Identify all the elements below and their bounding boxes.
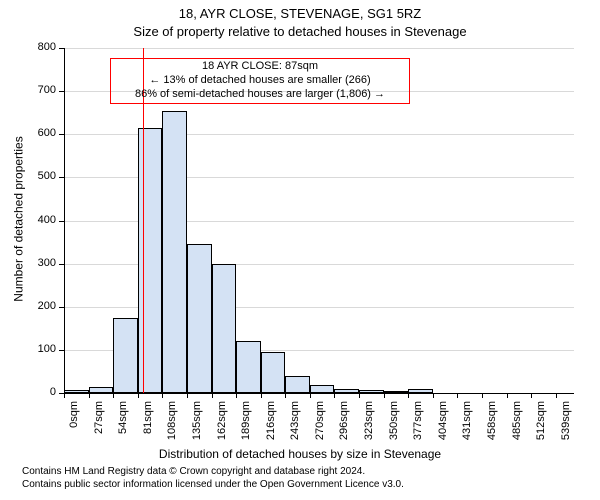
histogram-bar [212, 264, 237, 393]
x-tick [457, 393, 458, 398]
y-tick-label: 200 [0, 300, 56, 312]
annotation-line: 18 AYR CLOSE: 87sqm [113, 60, 407, 74]
x-tick [359, 393, 360, 398]
x-tick [187, 393, 188, 398]
x-tick [433, 393, 434, 398]
x-tick [236, 393, 237, 398]
x-tick [310, 393, 311, 398]
x-tick-label: 296sqm [338, 401, 350, 451]
x-tick-label: 323sqm [363, 401, 375, 451]
x-tick [212, 393, 213, 398]
x-tick [556, 393, 557, 398]
x-tick-label: 431sqm [461, 401, 473, 451]
y-tick-label: 500 [0, 170, 56, 182]
x-tick-label: 162sqm [216, 401, 228, 451]
x-tick-label: 108sqm [166, 401, 178, 451]
x-tick [482, 393, 483, 398]
x-tick [285, 393, 286, 398]
x-tick-label: 189sqm [240, 401, 252, 451]
y-tick-label: 400 [0, 214, 56, 226]
chart-title-line2: Size of property relative to detached ho… [0, 24, 600, 39]
y-axis-label: Number of detached properties [11, 46, 25, 391]
x-tick-label: 216sqm [265, 401, 277, 451]
x-tick-label: 404sqm [437, 401, 449, 451]
y-tick-label: 600 [0, 127, 56, 139]
x-tick-label: 135sqm [191, 401, 203, 451]
x-tick [138, 393, 139, 398]
x-tick [64, 393, 65, 398]
y-tick-label: 700 [0, 84, 56, 96]
x-tick [261, 393, 262, 398]
x-tick [531, 393, 532, 398]
histogram-bar [162, 111, 187, 393]
x-tick-label: 27sqm [93, 401, 105, 451]
footer: Contains HM Land Registry data © Crown c… [22, 466, 404, 491]
footer-line: Contains public sector information licen… [22, 479, 404, 492]
x-tick [334, 393, 335, 398]
x-tick [89, 393, 90, 398]
chart-title-line1: 18, AYR CLOSE, STEVENAGE, SG1 5RZ [0, 6, 600, 21]
x-tick-label: 377sqm [412, 401, 424, 451]
x-tick [384, 393, 385, 398]
x-tick [507, 393, 508, 398]
x-tick-label: 458sqm [486, 401, 498, 451]
x-tick-label: 0sqm [68, 401, 80, 451]
annotation-line: ← 13% of detached houses are smaller (26… [113, 74, 407, 88]
grid-line [64, 48, 574, 49]
histogram-bar [236, 341, 261, 393]
x-tick-label: 243sqm [289, 401, 301, 451]
x-tick-label: 270sqm [314, 401, 326, 451]
x-tick-label: 485sqm [511, 401, 523, 451]
footer-line: Contains HM Land Registry data © Crown c… [22, 466, 404, 479]
x-axis-label: Distribution of detached houses by size … [0, 447, 600, 461]
y-tick-label: 0 [0, 386, 56, 398]
x-tick-label: 81sqm [142, 401, 154, 451]
x-axis-line [64, 393, 574, 394]
x-tick [408, 393, 409, 398]
annotation-box: 18 AYR CLOSE: 87sqm← 13% of detached hou… [110, 58, 410, 104]
histogram-bar [285, 376, 310, 393]
x-tick-label: 350sqm [388, 401, 400, 451]
x-tick-label: 539sqm [560, 401, 572, 451]
annotation-line: 86% of semi-detached houses are larger (… [113, 88, 407, 102]
x-tick [162, 393, 163, 398]
y-axis-line [64, 48, 65, 393]
histogram-bar [261, 352, 286, 393]
x-tick [113, 393, 114, 398]
x-tick-label: 54sqm [117, 401, 129, 451]
y-tick-label: 300 [0, 257, 56, 269]
x-tick-label: 512sqm [535, 401, 547, 451]
y-tick-label: 100 [0, 343, 56, 355]
y-tick-label: 800 [0, 41, 56, 53]
histogram-bar [187, 244, 212, 393]
histogram-bar [113, 318, 138, 393]
histogram-bar [310, 385, 335, 393]
histogram-bar [138, 128, 163, 393]
